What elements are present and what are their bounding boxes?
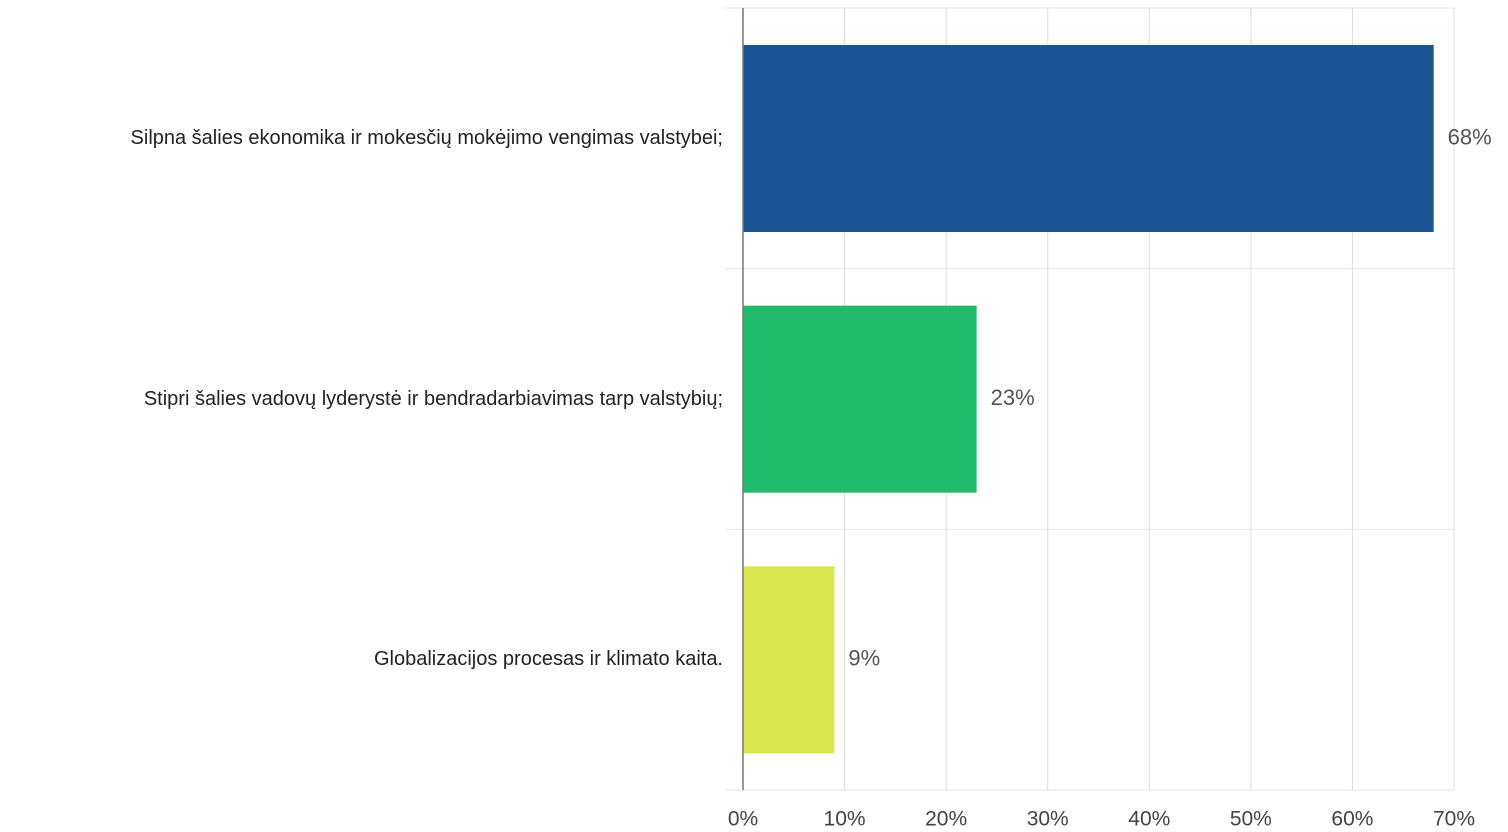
bar bbox=[743, 45, 1434, 232]
x-tick-label: 20% bbox=[925, 808, 967, 831]
category-label: Stipri šalies vadovų lyderystė ir bendra… bbox=[143, 387, 723, 410]
bar bbox=[743, 566, 835, 754]
value-label: 23% bbox=[991, 385, 1035, 410]
x-tick-label: 30% bbox=[1027, 808, 1069, 831]
x-tick-label: 40% bbox=[1128, 808, 1170, 831]
x-tick-label: 60% bbox=[1331, 808, 1373, 831]
x-tick-label: 50% bbox=[1230, 808, 1272, 831]
x-tick-label: 0% bbox=[728, 808, 758, 831]
x-tick-label: 70% bbox=[1433, 808, 1475, 831]
category-label: Globalizacijos procesas ir klimato kaita… bbox=[373, 648, 723, 671]
bar bbox=[743, 305, 977, 493]
value-label: 9% bbox=[848, 646, 880, 671]
value-label: 68% bbox=[1448, 124, 1492, 149]
category-label: Silpna šalies ekonomika ir mokesčių mokė… bbox=[130, 127, 723, 149]
x-tick-label: 10% bbox=[824, 808, 866, 831]
